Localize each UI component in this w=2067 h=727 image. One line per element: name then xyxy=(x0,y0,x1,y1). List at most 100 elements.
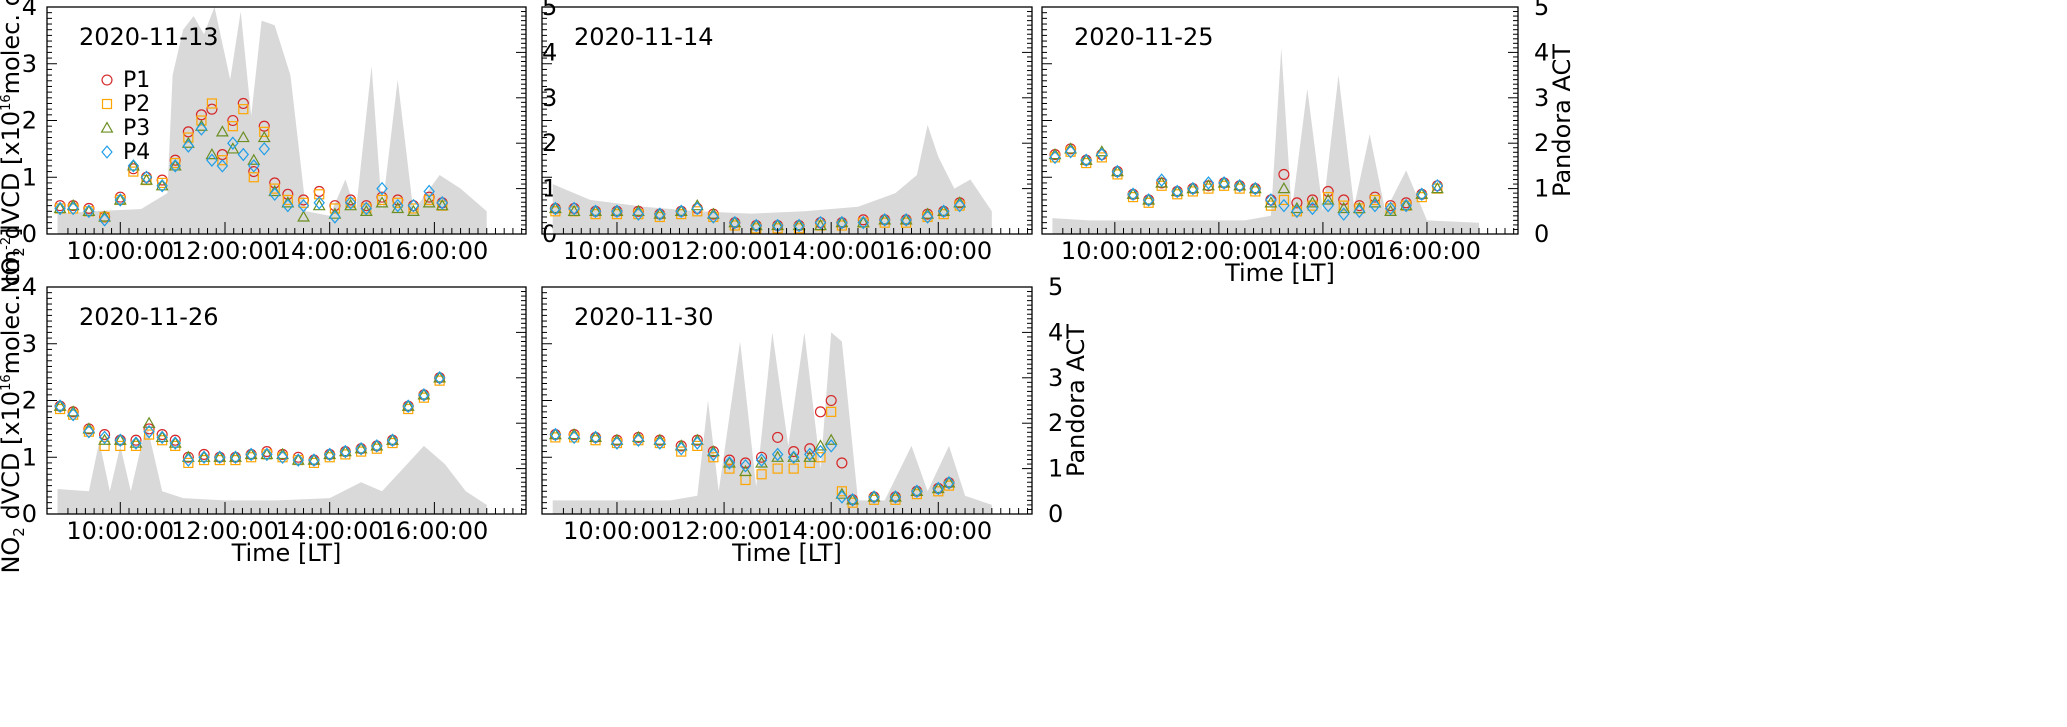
data-point-P3 xyxy=(247,153,261,165)
y-right-tick-label: 2 xyxy=(542,129,557,157)
x-tick-label: 14:00:00 xyxy=(777,237,885,265)
y-right-tick-label: 3 xyxy=(1048,364,1063,392)
data-point-P4 xyxy=(386,433,399,448)
series-P4 xyxy=(549,427,955,507)
data-point-P1 xyxy=(198,448,210,460)
data-point-P4 xyxy=(632,207,645,221)
act-area xyxy=(1052,47,1479,234)
data-point-P2 xyxy=(298,197,309,208)
data-point-P3 xyxy=(113,193,127,205)
data-point-P4 xyxy=(707,447,720,462)
data-point-P3 xyxy=(1079,153,1093,165)
x-tick-label: 14:00:00 xyxy=(1269,237,1377,265)
y-tick-label: 4 xyxy=(22,273,37,301)
data-point-P2 xyxy=(259,126,270,137)
data-point-P3 xyxy=(787,450,801,462)
data-point-P4 xyxy=(729,215,741,230)
data-point-P3 xyxy=(1217,176,1231,188)
data-point-P2 xyxy=(815,452,826,463)
data-point-P2 xyxy=(1369,194,1381,206)
data-point-P3 xyxy=(867,490,881,502)
x-tick-label: 16:00:00 xyxy=(884,517,992,545)
data-point-P1 xyxy=(130,434,142,446)
data-point-P3 xyxy=(260,447,274,460)
data-point-P4 xyxy=(1142,193,1155,207)
x-tick-label: 16:00:00 xyxy=(884,237,992,265)
data-point-P3 xyxy=(1170,184,1184,197)
data-point-P4 xyxy=(1096,147,1108,162)
data-point-P4 xyxy=(127,159,140,173)
data-point-P3 xyxy=(168,159,182,171)
legend-marker-P3 xyxy=(100,121,114,133)
y-right-tick-label: 4 xyxy=(542,38,557,66)
x-tick-label: 12:00:00 xyxy=(670,237,778,265)
y-tick-label: 1 xyxy=(22,443,37,471)
data-point-P4 xyxy=(846,493,859,507)
data-point-P4 xyxy=(276,450,289,465)
y-right-tick-label: 1 xyxy=(1534,175,1549,203)
data-point-P3 xyxy=(229,450,242,462)
data-point-P4 xyxy=(229,450,242,465)
data-point-P2 xyxy=(756,469,767,480)
data-point-P4 xyxy=(932,481,945,496)
data-point-P3 xyxy=(1337,201,1351,214)
data-point-P3 xyxy=(1142,193,1156,205)
data-point-P4 xyxy=(402,399,414,413)
data-point-P4 xyxy=(889,490,902,504)
data-point-P4 xyxy=(54,399,66,413)
data-point-P4 xyxy=(227,136,239,150)
x-tick-label: 12:00:00 xyxy=(171,237,279,265)
data-point-P2 xyxy=(183,457,194,469)
data-point-P4 xyxy=(344,196,357,210)
data-point-P4 xyxy=(1249,181,1262,196)
data-point-P3 xyxy=(899,213,913,225)
data-point-P4 xyxy=(549,427,562,442)
data-point-P4 xyxy=(654,436,666,450)
data-point-P4 xyxy=(825,439,837,453)
data-point-P3 xyxy=(126,159,140,171)
y-right-tick-label: 0 xyxy=(1534,220,1549,248)
chart-panel-2020-11-14: 10:00:00 12:00:00 14:00:00 16:00:00 2020-11-… xyxy=(541,6,1033,265)
data-point-P4 xyxy=(1171,184,1183,199)
data-point-P3 xyxy=(53,399,67,411)
data-point-P2 xyxy=(143,429,155,440)
x-tick-label: 10:00:00 xyxy=(66,517,174,545)
data-point-P4 xyxy=(771,447,784,462)
data-point-P4 xyxy=(313,196,325,210)
act-area xyxy=(57,423,487,514)
x-tick-label: 12:00:00 xyxy=(171,517,279,545)
data-point-P4 xyxy=(258,142,270,156)
data-point-P4 xyxy=(1218,176,1230,190)
data-point-P4 xyxy=(169,159,181,173)
data-point-P2 xyxy=(248,172,259,183)
data-point-P2 xyxy=(183,132,194,143)
data-point-P4 xyxy=(568,201,580,216)
data-point-P3 xyxy=(375,196,389,208)
data-point-P2 xyxy=(1096,152,1107,163)
legend-marker-P1 xyxy=(101,74,113,86)
data-point-P4 xyxy=(1265,193,1277,207)
chart-panel-2020-11-30: 10:00:00 12:00:00 14:00:00 16:00:00 0 1 2 3 4 5 20… xyxy=(541,273,1090,567)
data-point-P2 xyxy=(708,452,719,463)
act-area xyxy=(552,125,992,234)
data-point-P4 xyxy=(216,159,229,173)
data-point-P2 xyxy=(376,194,388,206)
data-point-P2 xyxy=(804,457,815,469)
y-tick-label: 2 xyxy=(22,107,37,135)
data-point-P2 xyxy=(206,98,218,109)
data-point-P3 xyxy=(417,388,431,400)
data-point-P4 xyxy=(793,218,805,233)
x-tick-label: 16:00:00 xyxy=(380,237,488,265)
data-point-P4 xyxy=(589,430,602,445)
data-point-P4 xyxy=(83,204,95,219)
data-point-P3 xyxy=(835,216,849,228)
series-P4 xyxy=(54,371,446,467)
data-point-P4 xyxy=(1202,176,1215,190)
data-point-P1 xyxy=(836,457,848,469)
data-point-P1 xyxy=(739,457,752,469)
data-point-P4 xyxy=(418,388,430,402)
series-P4 xyxy=(1049,144,1444,221)
data-point-P1 xyxy=(1338,194,1350,206)
data-point-P3 xyxy=(1233,179,1247,191)
